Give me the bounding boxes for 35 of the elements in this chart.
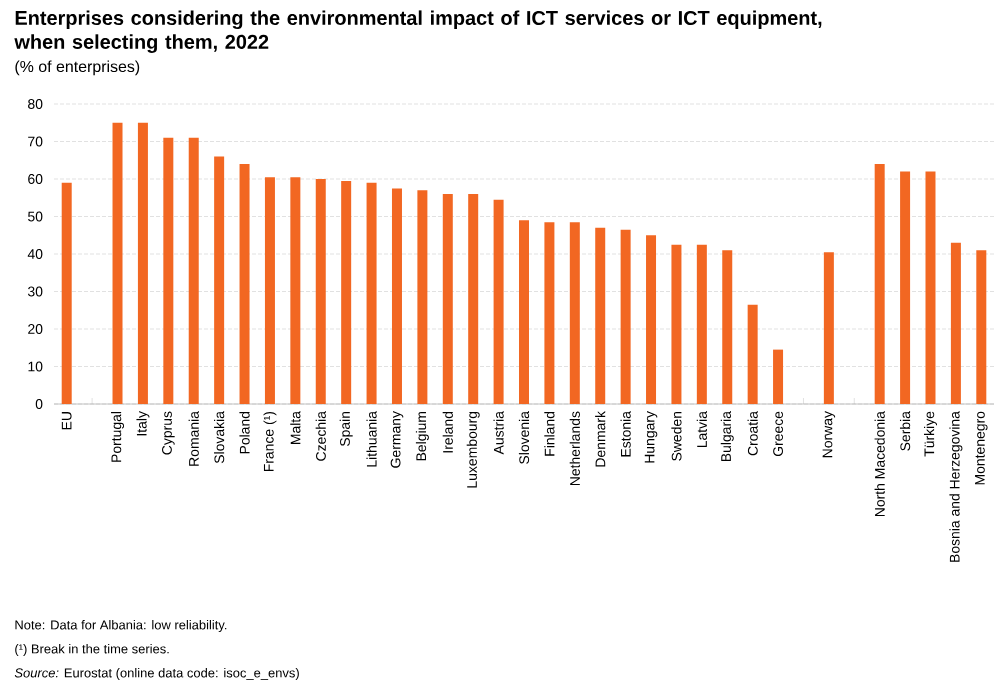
bar: [493, 199, 504, 404]
bar: [544, 222, 555, 404]
bar: [61, 182, 72, 404]
bar: [137, 122, 148, 404]
bar: [950, 242, 961, 404]
bar: [823, 252, 834, 404]
bar: [595, 227, 606, 404]
bar: [696, 244, 707, 404]
bar: [391, 188, 402, 404]
chart-title: Enterprises considering the environmental impact of ICT services or ICT equipment, when selecting them, 2022: [14, 10, 822, 53]
bar: [264, 177, 275, 404]
bar: [569, 222, 580, 404]
bar: [671, 244, 682, 404]
bar: [214, 156, 225, 404]
bar: [112, 122, 123, 404]
bar: [925, 171, 936, 404]
bar: [188, 137, 199, 404]
bar: [239, 164, 250, 404]
bar: [341, 180, 352, 404]
bar: [722, 250, 733, 404]
bar: [442, 194, 453, 404]
bar: [747, 304, 758, 404]
bar: [620, 229, 631, 404]
bar: [900, 171, 911, 404]
bar: [519, 220, 529, 404]
bar: [290, 177, 301, 404]
bar: [646, 235, 657, 404]
bar: [874, 164, 885, 404]
bar: [366, 182, 377, 404]
bar: [773, 349, 784, 404]
bar: [315, 179, 326, 404]
bar: [163, 137, 174, 404]
bar: [468, 194, 479, 404]
bar: [976, 250, 987, 404]
bar: [417, 190, 428, 404]
